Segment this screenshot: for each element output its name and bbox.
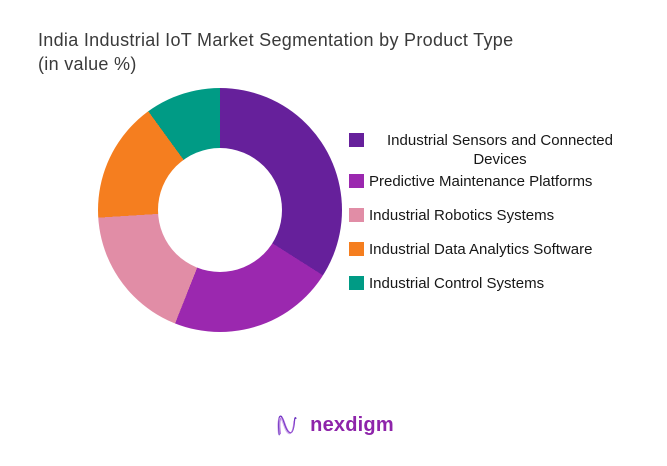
legend-item: Industrial Robotics Systems: [349, 206, 655, 225]
chart-legend: Industrial Sensors and Connected Devices…: [349, 131, 655, 293]
chart-title-line1: India Industrial IoT Market Segmentation…: [38, 30, 514, 50]
chart-title: India Industrial IoT Market Segmentation…: [38, 28, 513, 76]
legend-label: Industrial Data Analytics Software: [369, 241, 593, 258]
nexdigm-n-squiggle-icon: [277, 415, 297, 436]
donut-chart: [98, 88, 342, 332]
legend-item: Predictive Maintenance Platforms: [349, 172, 655, 191]
legend-label: Predictive Maintenance Platforms: [369, 173, 593, 190]
legend-item: Industrial Sensors and Connected Devices: [349, 131, 655, 169]
legend-swatch: [349, 174, 364, 188]
legend-swatch: [349, 208, 364, 222]
legend-item: Industrial Control Systems: [349, 274, 655, 293]
brand-wordmark: nexdigm: [310, 413, 394, 436]
chart-title-line2: (in value %): [38, 54, 137, 74]
legend-item: Industrial Data Analytics Software: [349, 240, 655, 259]
legend-swatch: [349, 242, 364, 256]
legend-label: Industrial Robotics Systems: [369, 207, 555, 224]
brand-footer: nexdigm: [0, 407, 667, 443]
legend-swatch: [349, 133, 364, 147]
legend-swatch: [349, 276, 364, 290]
legend-label: Industrial Sensors and Connected Devices: [387, 132, 613, 168]
donut-hole: [158, 148, 282, 272]
legend-label: Industrial Control Systems: [369, 275, 545, 292]
